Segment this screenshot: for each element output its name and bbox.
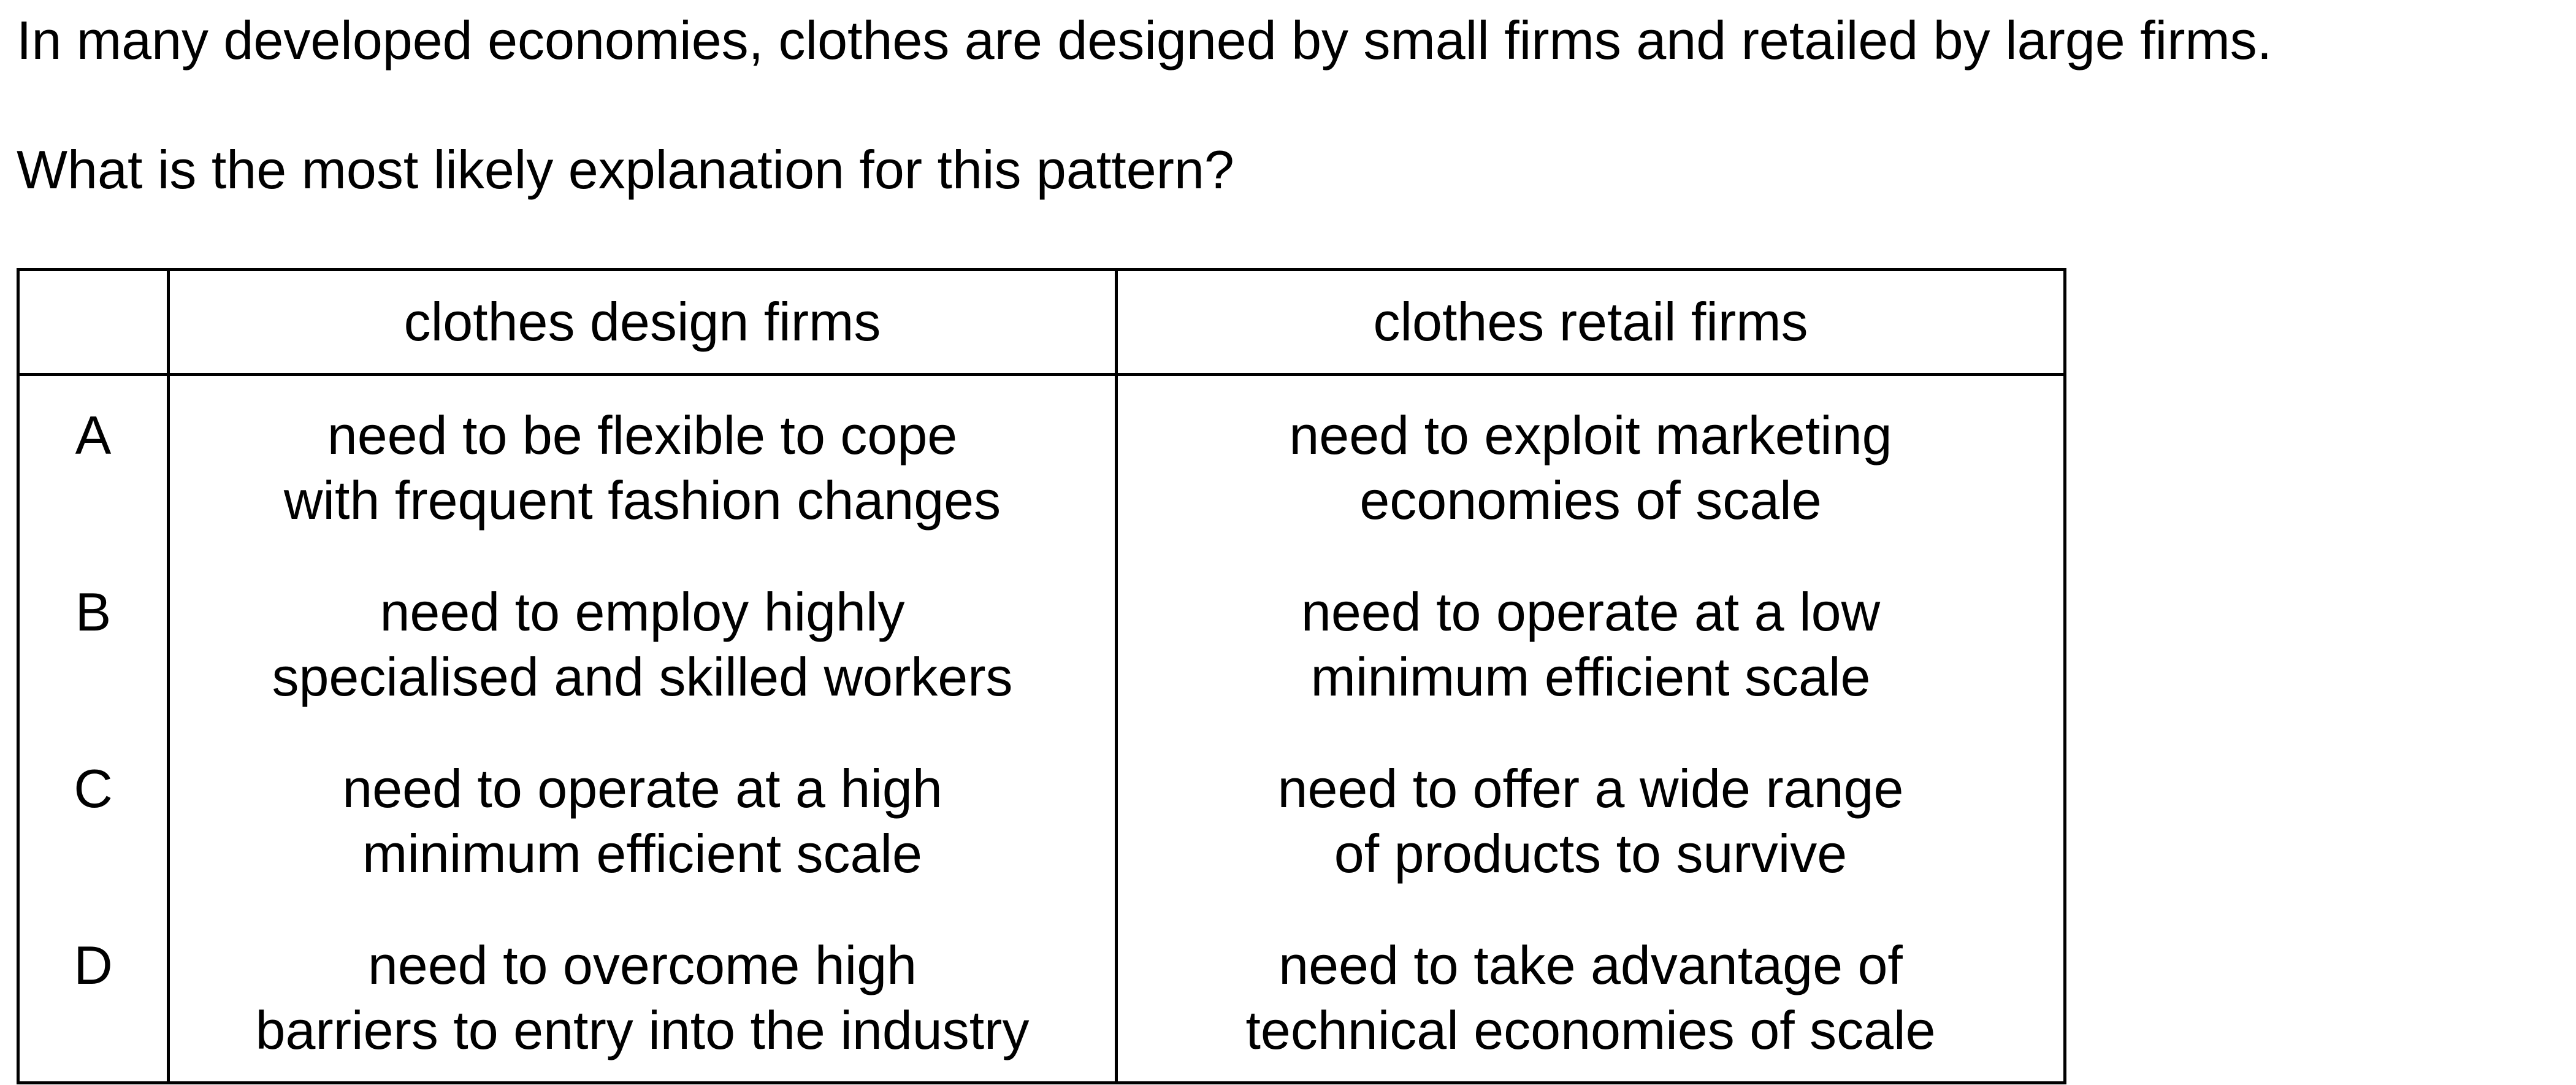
option-row-d: D need to overcome high barriers to entr…: [17, 908, 2066, 1084]
option-a-retail: need to exploit marketing economies of s…: [1115, 374, 2066, 555]
option-letter-c: C: [17, 732, 170, 908]
option-b-retail-line-1: need to operate at a low: [1301, 581, 1881, 642]
option-d-design-line-2: barriers to entry into the industry: [255, 1000, 1030, 1060]
option-c-design: need to operate at a high minimum effici…: [167, 732, 1118, 908]
question-prompt: What is the most likely explanation for …: [17, 139, 1234, 200]
option-a-design-line-1: need to be flexible to cope: [327, 405, 958, 466]
option-b-design-line-1: need to employ highly: [380, 581, 905, 642]
header-design-firms: clothes design firms: [167, 268, 1118, 376]
option-d-retail-line-1: need to take advantage of: [1278, 935, 1903, 995]
option-b-design: need to employ highly specialised and sk…: [167, 555, 1118, 732]
option-letter-d: D: [17, 908, 170, 1084]
option-a-design: need to be flexible to cope with frequen…: [167, 374, 1118, 555]
answer-options-table: clothes design firms clothes retail firm…: [17, 268, 2066, 1084]
option-c-design-line-1: need to operate at a high: [342, 758, 942, 819]
option-c-design-line-2: minimum efficient scale: [362, 823, 922, 884]
table-header-row: clothes design firms clothes retail firm…: [17, 268, 2066, 376]
header-letter-cell: [17, 268, 170, 376]
option-b-design-line-2: specialised and skilled workers: [272, 646, 1013, 707]
option-a-retail-line-2: economies of scale: [1359, 470, 1822, 531]
option-b-retail-line-2: minimum efficient scale: [1310, 646, 1871, 707]
option-c-retail: need to offer a wide range of products t…: [1115, 732, 2066, 908]
option-d-design: need to overcome high barriers to entry …: [167, 908, 1118, 1084]
option-row-a: A need to be flexible to cope with frequ…: [17, 374, 2066, 555]
option-row-b: B need to employ highly specialised and …: [17, 555, 2066, 732]
option-d-design-line-1: need to overcome high: [367, 935, 917, 995]
header-retail-firms: clothes retail firms: [1115, 268, 2066, 376]
option-b-retail: need to operate at a low minimum efficie…: [1115, 555, 2066, 732]
option-letter-b: B: [17, 555, 170, 732]
question-stem: In many developed economies, clothes are…: [17, 10, 2272, 71]
option-d-retail-line-2: technical economies of scale: [1245, 1000, 1936, 1060]
option-c-retail-line-1: need to offer a wide range: [1277, 758, 1904, 819]
option-d-retail: need to take advantage of technical econ…: [1115, 908, 2066, 1084]
option-a-design-line-2: with frequent fashion changes: [283, 470, 1001, 531]
option-row-c: C need to operate at a high minimum effi…: [17, 732, 2066, 908]
option-letter-a: A: [17, 374, 170, 555]
option-a-retail-line-1: need to exploit marketing: [1289, 405, 1892, 466]
option-c-retail-line-2: of products to survive: [1334, 823, 1848, 884]
